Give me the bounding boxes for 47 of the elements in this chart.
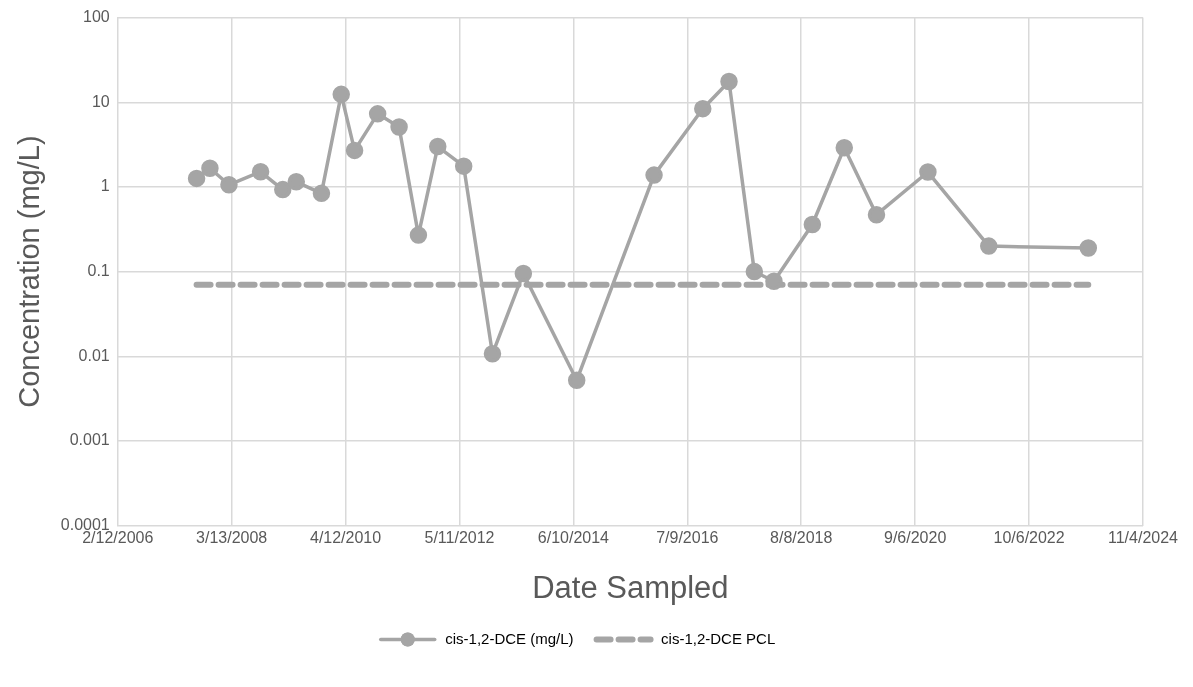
point [980,237,998,255]
x-tick-label: 11/4/2024 [1108,528,1179,546]
point [803,215,822,234]
x-tick-label: 3/13/2008 [196,528,268,546]
y-tick-label: 100 [83,8,110,26]
point [745,262,764,281]
point [765,272,783,290]
y-tick-label: 0.01 [78,346,110,364]
y-tick-label: 0.1 [87,262,110,280]
point [1079,239,1098,257]
point [720,72,738,91]
point [312,184,331,203]
legend-label: cis-1,2-DCE PCL [661,629,776,647]
point [919,163,937,181]
x-tick-label: 10/6/2022 [993,528,1065,546]
y-tick-label: 0.001 [69,431,110,449]
legend-label: cis-1,2-DCE (mg/L) [445,629,574,647]
x-tick-label: 6/10/2014 [537,528,610,546]
y-tick-label: 1 [100,177,110,195]
x-tick-label: 8/8/2018 [770,528,833,546]
point [514,264,533,283]
point [867,205,886,224]
point [390,118,408,136]
point [409,226,428,244]
point [567,371,586,390]
x-tick-label: 9/6/2020 [884,528,947,546]
point [368,105,387,123]
point [454,157,473,175]
point [287,173,306,191]
y-axis-title: Concentration (mg/L) [13,135,46,408]
point [645,166,663,184]
point [835,139,854,157]
y-tick-label: 10 [91,92,110,110]
point [201,159,219,178]
point [220,176,238,194]
point [274,180,292,199]
x-tick-label: 4/12/2010 [309,528,382,546]
point [187,169,206,188]
point [429,137,447,156]
point [694,99,712,118]
x-axis-title: Date Sampled [532,569,729,605]
point [345,141,364,160]
point [332,85,350,104]
x-tick-label: 7/9/2016 [656,528,719,546]
point [251,163,270,181]
x-tick-label: 5/11/2012 [424,528,495,546]
point [483,345,502,363]
